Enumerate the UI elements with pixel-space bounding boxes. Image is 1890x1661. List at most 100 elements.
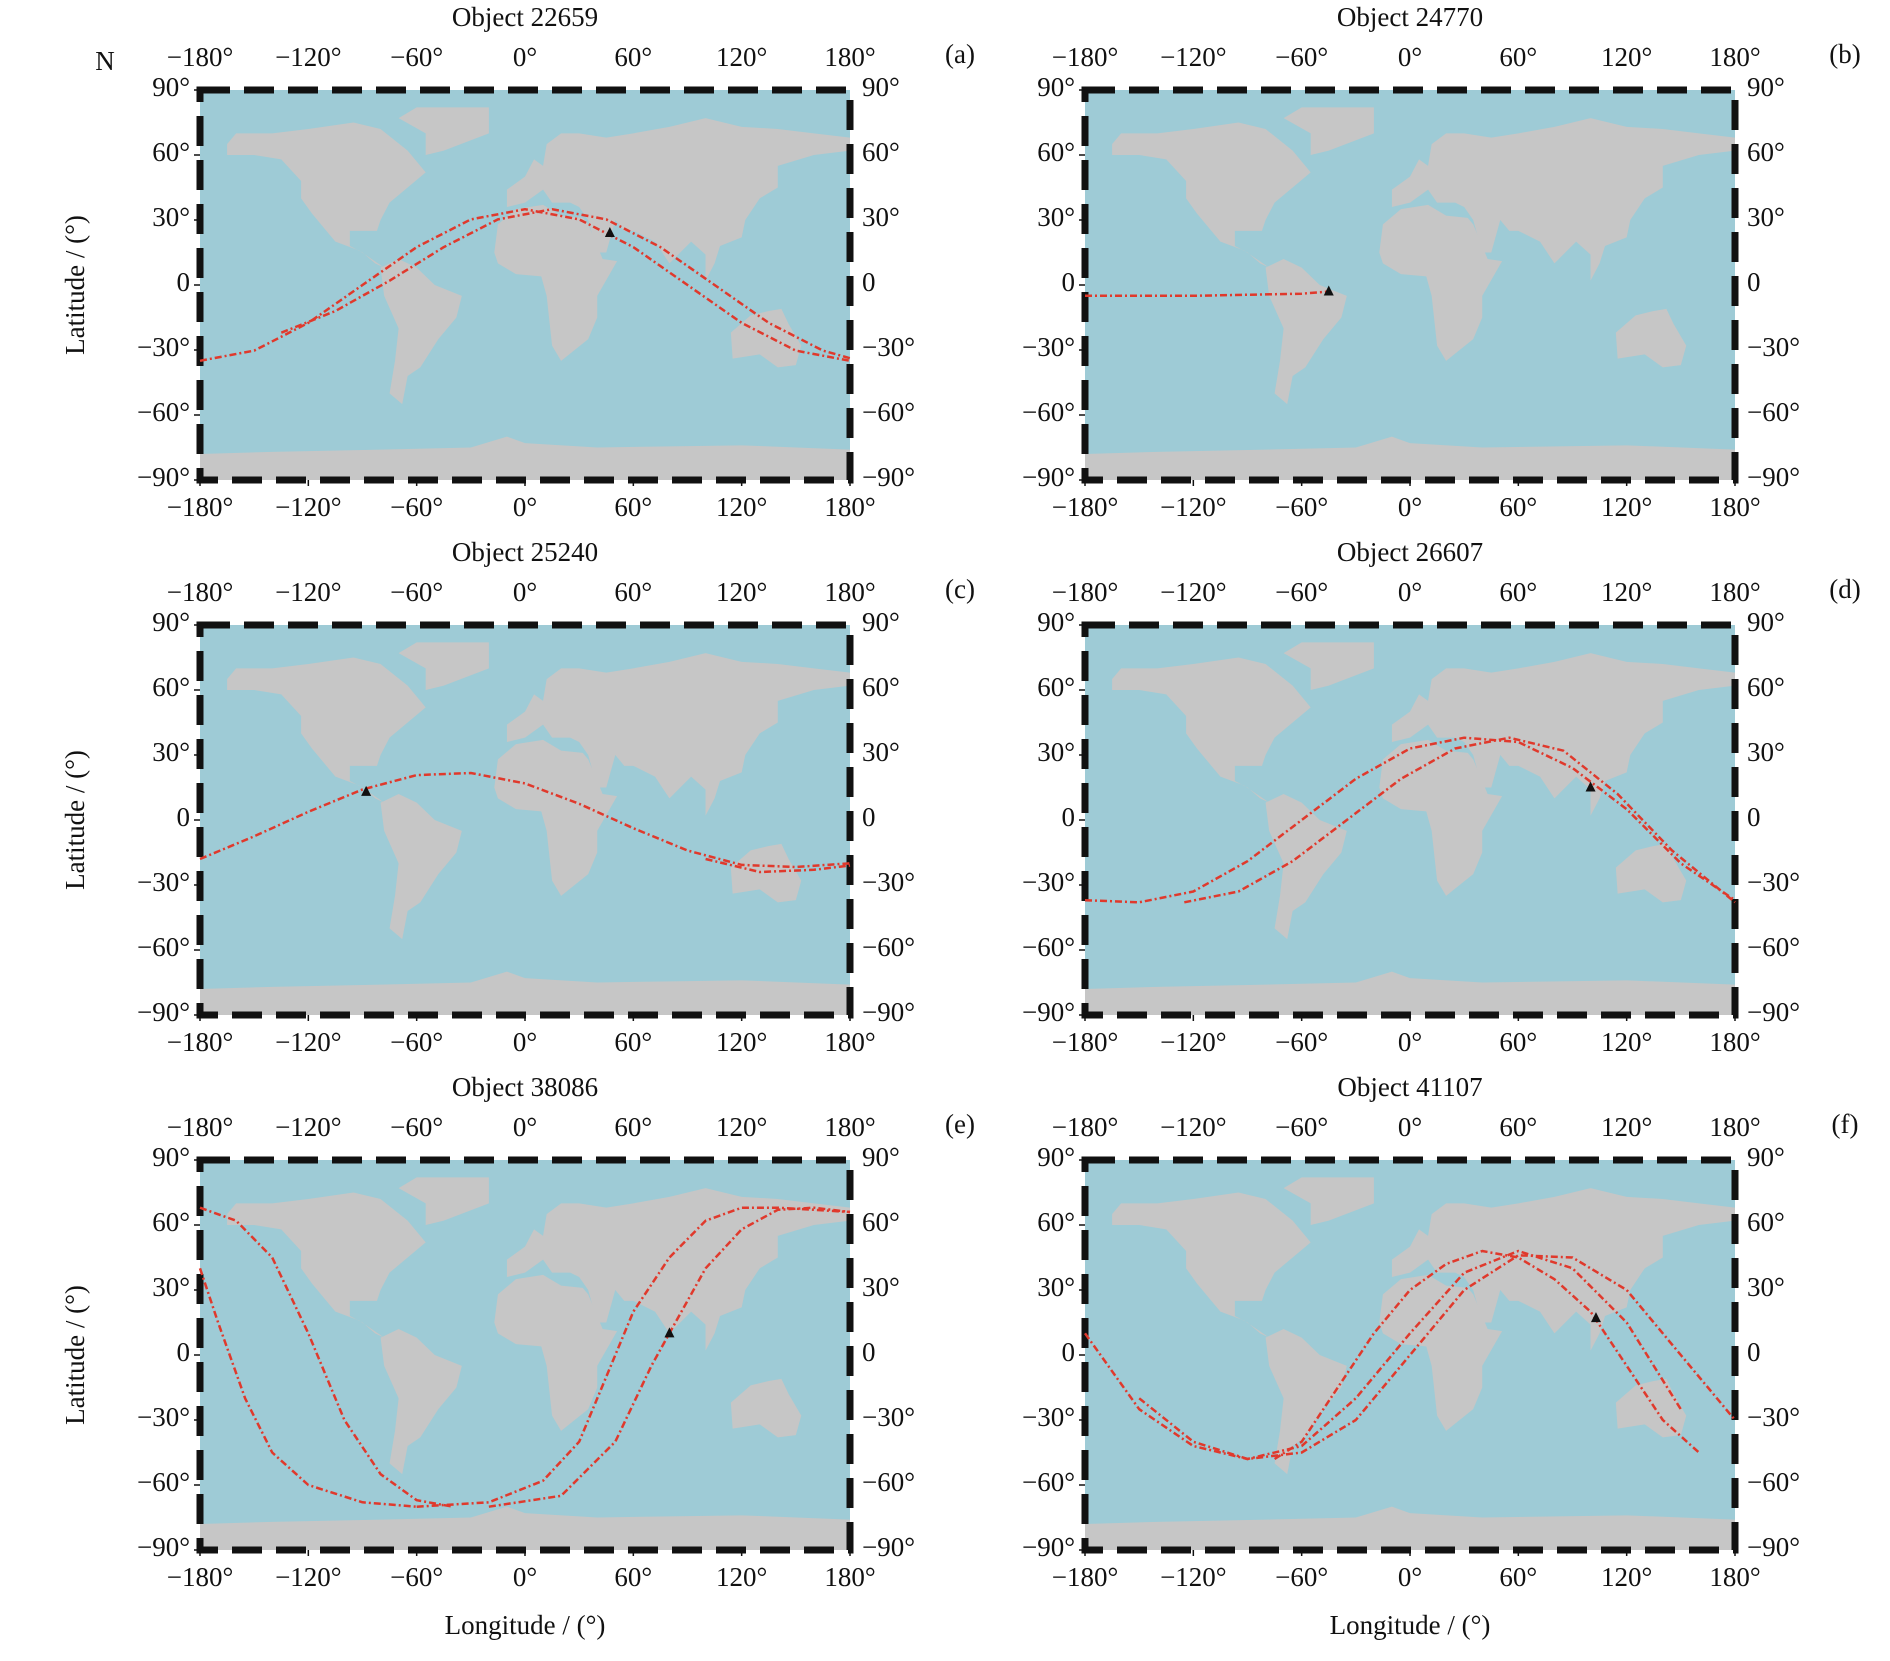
y-tick-label-right: 90° bbox=[862, 1142, 900, 1172]
y-tick-label-right: 60° bbox=[1747, 137, 1785, 167]
y-tick-label-right: −60° bbox=[862, 1467, 915, 1497]
y-tick-label: 60° bbox=[152, 1207, 190, 1237]
x-tick-label-top: −180° bbox=[1052, 42, 1119, 72]
x-tick-label-top: 60° bbox=[1499, 577, 1537, 607]
x-tick-label: −180° bbox=[1052, 1562, 1119, 1592]
x-tick-label-top: 120° bbox=[716, 1112, 767, 1142]
x-tick-label-top: −120° bbox=[275, 577, 342, 607]
x-tick-label: 120° bbox=[716, 1027, 767, 1057]
y-tick-label: 0 bbox=[1062, 802, 1076, 832]
x-tick-label: 120° bbox=[716, 492, 767, 522]
x-tick-label-top: −120° bbox=[275, 42, 342, 72]
x-tick-label-top: −120° bbox=[1160, 42, 1227, 72]
ground-track bbox=[488, 1206, 851, 1508]
x-tick-label-top: 180° bbox=[824, 1112, 875, 1142]
y-tick-label: 90° bbox=[152, 72, 190, 102]
y-tick-label-right: −30° bbox=[1747, 867, 1800, 897]
x-tick-label-top: 60° bbox=[614, 42, 652, 72]
world-map bbox=[1085, 1160, 1735, 1550]
x-tick-label: −120° bbox=[275, 1562, 342, 1592]
y-tick-label: −30° bbox=[137, 867, 190, 897]
y-tick-label-right: −60° bbox=[862, 932, 915, 962]
x-tick-label-top: 0° bbox=[513, 577, 537, 607]
north-label: N bbox=[95, 46, 115, 76]
x-tick-label: −180° bbox=[167, 1562, 234, 1592]
x-tick-label: 60° bbox=[1499, 1027, 1537, 1057]
x-tick-label: −180° bbox=[1052, 492, 1119, 522]
y-tick-label-right: 30° bbox=[1747, 202, 1785, 232]
x-tick-label-top: −60° bbox=[390, 1112, 443, 1142]
y-tick-label-right: 30° bbox=[862, 737, 900, 767]
map-panel: Object 38086 (e) −180° −180° −120° −120° −60° −… bbox=[60, 1072, 975, 1640]
y-tick-label: 90° bbox=[1037, 607, 1075, 637]
x-tick-label: −60° bbox=[1275, 1562, 1328, 1592]
y-tick-label-right: −60° bbox=[862, 397, 915, 427]
panel-title: Object 24770 bbox=[1337, 2, 1483, 32]
world-map bbox=[200, 625, 850, 1015]
x-axis-label: Longitude / (°) bbox=[1330, 1610, 1491, 1640]
position-marker bbox=[1590, 1312, 1601, 1323]
world-map bbox=[200, 1160, 850, 1550]
y-tick-label: −90° bbox=[1022, 462, 1075, 492]
y-tick-label-right: 90° bbox=[1747, 72, 1785, 102]
y-tick-label-right: 0 bbox=[862, 802, 876, 832]
panel-title: Object 25240 bbox=[452, 537, 598, 567]
ground-track bbox=[199, 1206, 454, 1508]
x-tick-label: 60° bbox=[614, 1562, 652, 1592]
y-tick-label-right: −60° bbox=[1747, 932, 1800, 962]
x-tick-label-top: −180° bbox=[1052, 1112, 1119, 1142]
x-tick-label: 0° bbox=[1398, 1562, 1422, 1592]
x-tick-label: −60° bbox=[390, 1562, 443, 1592]
ground-track bbox=[199, 771, 851, 869]
x-tick-label-top: 0° bbox=[513, 42, 537, 72]
position-marker bbox=[664, 1327, 675, 1338]
ground-track bbox=[280, 207, 851, 360]
panel-title: Object 41107 bbox=[1337, 1072, 1482, 1102]
y-tick-label-right: 0 bbox=[1747, 802, 1761, 832]
x-tick-label: −180° bbox=[1052, 1027, 1119, 1057]
ground-track bbox=[1083, 1249, 1682, 1461]
y-tick-label: −30° bbox=[1022, 867, 1075, 897]
y-axis-label: Latitude / (°) bbox=[60, 750, 90, 890]
y-tick-label-right: 0 bbox=[1747, 1337, 1761, 1367]
panel-label: (b) bbox=[1829, 39, 1860, 69]
y-tick-label-right: −60° bbox=[1747, 397, 1800, 427]
position-marker bbox=[361, 785, 372, 796]
y-tick-label: 30° bbox=[1037, 1272, 1075, 1302]
y-tick-label: 0 bbox=[177, 1337, 191, 1367]
y-tick-label-right: −90° bbox=[862, 1532, 915, 1562]
y-tick-label-right: 60° bbox=[862, 1207, 900, 1237]
panel-title: Object 38086 bbox=[452, 1072, 598, 1102]
y-tick-label: 60° bbox=[1037, 672, 1075, 702]
x-tick-label: −180° bbox=[167, 492, 234, 522]
x-tick-label: 120° bbox=[1601, 1562, 1652, 1592]
x-tick-label-top: −120° bbox=[275, 1112, 342, 1142]
y-tick-label-right: −90° bbox=[862, 462, 915, 492]
y-tick-label: 0 bbox=[1062, 267, 1076, 297]
y-tick-label-right: −30° bbox=[1747, 1402, 1800, 1432]
x-tick-label: 60° bbox=[1499, 492, 1537, 522]
y-tick-label-right: 90° bbox=[1747, 1142, 1785, 1172]
panel-label: (e) bbox=[945, 1109, 975, 1139]
x-tick-label-top: 180° bbox=[1709, 577, 1760, 607]
y-tick-label-right: 30° bbox=[862, 1272, 900, 1302]
world-map bbox=[1085, 625, 1735, 1015]
panel-label: (f) bbox=[1832, 1109, 1859, 1139]
x-tick-label-top: 180° bbox=[1709, 42, 1760, 72]
x-tick-label-top: 120° bbox=[716, 577, 767, 607]
y-tick-label-right: −30° bbox=[862, 867, 915, 897]
x-tick-label-top: −180° bbox=[167, 42, 234, 72]
x-tick-label: −180° bbox=[167, 1027, 234, 1057]
x-tick-label-top: 120° bbox=[1601, 42, 1652, 72]
y-tick-label: 60° bbox=[1037, 137, 1075, 167]
y-tick-label: −60° bbox=[1022, 1467, 1075, 1497]
y-tick-label-right: −90° bbox=[1747, 1532, 1800, 1562]
panel-title: Object 22659 bbox=[452, 2, 598, 32]
x-axis-label: Longitude / (°) bbox=[445, 1610, 606, 1640]
x-tick-label-top: 120° bbox=[1601, 577, 1652, 607]
x-tick-label: −60° bbox=[1275, 1027, 1328, 1057]
panel-label: (d) bbox=[1829, 574, 1860, 604]
ground-track bbox=[198, 1267, 417, 1508]
y-tick-label-right: 60° bbox=[1747, 1207, 1785, 1237]
